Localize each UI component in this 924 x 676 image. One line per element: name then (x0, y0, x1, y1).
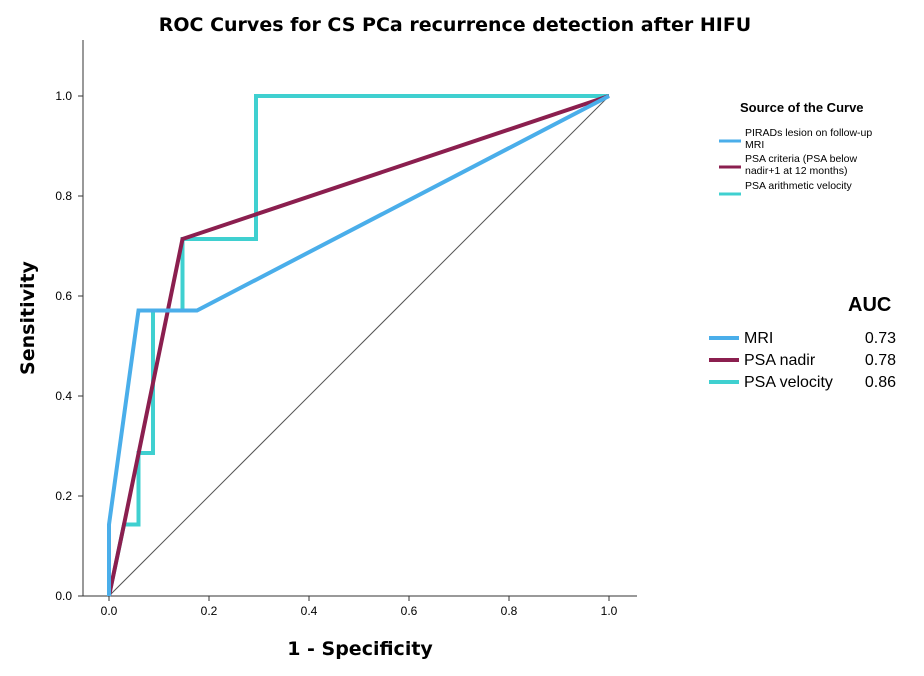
series-line-1 (107, 94, 610, 597)
auc-label: MRI (744, 330, 773, 347)
y-tick-label: 0.0 (55, 589, 72, 603)
legend-label: PIRADs lesion on follow-up MRI (745, 127, 872, 151)
legend: Source of the Curve PIRADs lesion on fol… (719, 100, 872, 196)
y-tick-label: 1.0 (55, 89, 72, 103)
auc-value: 0.78 (865, 352, 896, 369)
legend-label: PSA arithmetic velocity (745, 180, 853, 192)
y-axis-label: Sensitivity (17, 260, 39, 374)
x-tick-label: 0.6 (401, 604, 418, 618)
ticks: 0.0 0.2 0.4 0.6 0.8 1.0 0.0 0.2 0.4 0.6 0.8 1.0 (55, 89, 617, 618)
x-tick-label: 1.0 (601, 604, 618, 618)
y-tick-label: 0.8 (55, 189, 72, 203)
auc-title: AUC (848, 294, 891, 316)
auc-row-2: PSA velocity 0.86 (709, 374, 896, 391)
auc-table: AUC MRI 0.73 PSA nadir 0.78 PSA velocity 0.86 (709, 294, 896, 391)
x-tick-label: 0.8 (501, 604, 518, 618)
auc-label: PSA nadir (744, 352, 816, 369)
auc-value: 0.73 (865, 330, 896, 347)
legend-item-0: PIRADs lesion on follow-up MRI (719, 127, 872, 151)
auc-rows: MRI 0.73 PSA nadir 0.78 PSA velocity 0.86 (709, 330, 896, 391)
auc-value: 0.86 (865, 374, 896, 391)
reference-line (108, 95, 610, 597)
chart-title: ROC Curves for CS PCa recurrence detecti… (159, 14, 751, 36)
axes (82, 40, 637, 597)
x-tick-label: 0.2 (201, 604, 218, 618)
legend-item-2: PSA arithmetic velocity (719, 180, 853, 196)
auc-row-0: MRI 0.73 (709, 330, 896, 347)
series-line-0 (107, 94, 610, 596)
auc-label: PSA velocity (744, 374, 833, 391)
legend-label: PSA criteria (PSA below nadir+1 at 12 mon… (745, 153, 857, 177)
y-tick-label: 0.2 (55, 489, 72, 503)
x-axis-label: 1 - Specificity (287, 638, 433, 660)
legend-title: Source of the Curve (740, 100, 864, 115)
auc-row-1: PSA nadir 0.78 (709, 352, 896, 369)
x-tick-label: 0.0 (101, 604, 118, 618)
x-tick-label: 0.4 (301, 604, 318, 618)
y-tick-label: 0.4 (55, 389, 72, 403)
legend-item-1: PSA criteria (PSA below nadir+1 at 12 mon… (719, 153, 857, 177)
plot-lines (107, 94, 610, 597)
y-tick-label: 0.6 (55, 289, 72, 303)
